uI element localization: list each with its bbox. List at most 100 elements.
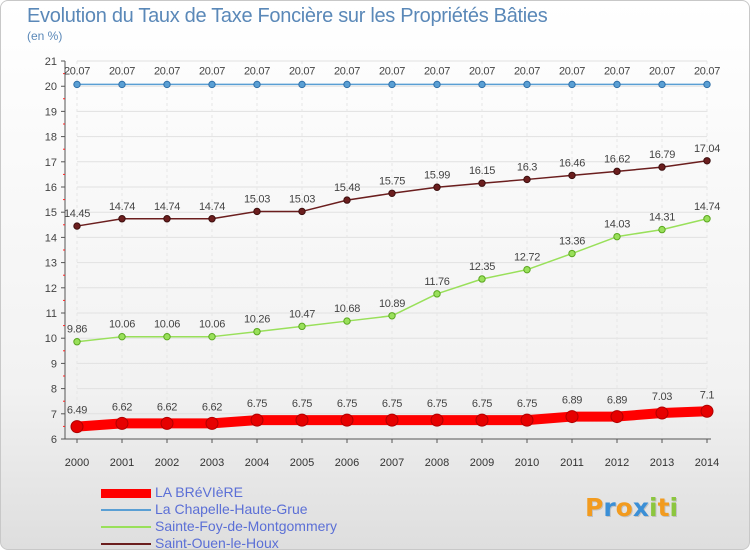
data-label: 16.3 [517,161,537,173]
data-point [658,225,666,234]
data-point [160,416,174,430]
data-point [70,420,84,434]
data-point [118,215,126,223]
data-label: 9.86 [67,324,87,336]
y-tick-label: 7 [51,409,57,421]
data-label: 20.07 [514,65,540,77]
data-label: 15.48 [334,182,360,194]
data-label: 20.07 [649,65,675,77]
data-label: 14.74 [154,201,180,213]
data-label: 20.07 [424,65,450,77]
data-point [658,163,666,171]
data-point [655,406,669,420]
y-tick-label: 15 [45,207,57,219]
data-label: 6.62 [202,401,222,413]
data-point [205,416,219,430]
x-tick-label: 2001 [110,457,134,469]
data-label: 6.75 [247,398,267,410]
data-label: 7.1 [700,389,715,401]
data-point [610,410,624,424]
data-label: 15.99 [424,169,450,181]
data-label: 20.07 [64,65,90,77]
data-point [343,196,351,204]
data-label: 13.36 [559,236,585,248]
data-point [568,171,576,180]
legend-swatch [101,509,151,512]
legend-label: Saint-Ouen-le-Houx [155,535,279,550]
data-label: 12.72 [514,252,540,264]
y-tick-label: 17 [45,157,57,169]
y-tick-label: 12 [45,283,57,295]
x-tick-label: 2014 [695,457,719,469]
data-point [253,327,261,336]
data-point [388,312,396,320]
data-point [208,215,216,223]
data-point [568,249,576,258]
data-label: 6.75 [337,398,357,410]
data-point [340,413,354,427]
chart-unit-label: (en %) [27,29,63,43]
data-label: 14.74 [694,201,720,213]
y-tick-label: 9 [51,358,57,370]
data-label: 20.07 [289,65,315,77]
data-label: 14.74 [109,201,135,213]
data-point [115,416,129,430]
data-label: 20.07 [559,65,585,77]
data-point [163,332,171,341]
data-label: 6.75 [427,398,447,410]
data-label: 20.07 [154,65,180,77]
data-point [253,80,261,89]
data-point [385,413,399,427]
logo-letter: x [632,493,649,522]
data-label: 20.07 [469,65,495,77]
y-tick-label: 19 [45,106,57,118]
legend-swatch [101,543,151,546]
legend-swatch [101,526,151,529]
data-point [118,80,126,89]
data-point [298,322,306,331]
data-label: 10.47 [289,308,315,320]
data-point [118,332,126,341]
data-label: 12.35 [469,261,495,273]
logo-letter: o [615,493,633,522]
data-label: 20.07 [379,65,405,77]
data-label: 6.75 [382,398,402,410]
data-point [613,80,621,89]
data-label: 6.89 [562,395,582,407]
data-label: 14.74 [199,201,225,213]
data-point [568,80,576,89]
x-tick-label: 2000 [65,457,89,469]
data-label: 20.07 [334,65,360,77]
data-point [523,80,531,89]
data-point [163,215,171,223]
legend-item: LA BRéVIèRE [101,484,337,501]
data-point [73,338,81,346]
legend-item: Sainte-Foy-de-Montgommery [101,518,337,535]
data-point [475,413,489,427]
data-point [298,80,306,89]
data-label: 16.46 [559,157,585,169]
data-point [388,80,396,89]
logo-letter: i [669,493,679,522]
data-point [253,207,261,216]
data-label: 6.62 [157,401,177,413]
data-point [388,189,396,198]
y-tick-label: 10 [45,333,57,345]
chart-legend: LA BRéVIèRE La Chapelle-Haute-Grue Sainte-… [101,484,337,550]
data-label: 10.06 [199,319,225,331]
data-label: 6.75 [292,398,312,410]
data-point [208,80,216,89]
data-point [343,317,351,325]
x-tick-label: 2002 [155,457,179,469]
data-label: 6.89 [607,395,627,407]
data-point [700,404,714,418]
y-tick-label: 14 [45,232,57,244]
data-point [703,157,711,165]
data-point [565,410,579,424]
data-point [520,413,534,427]
data-label: 15.03 [289,193,315,205]
data-label: 15.75 [379,175,405,187]
legend-label: La Chapelle-Haute-Grue [155,501,308,517]
